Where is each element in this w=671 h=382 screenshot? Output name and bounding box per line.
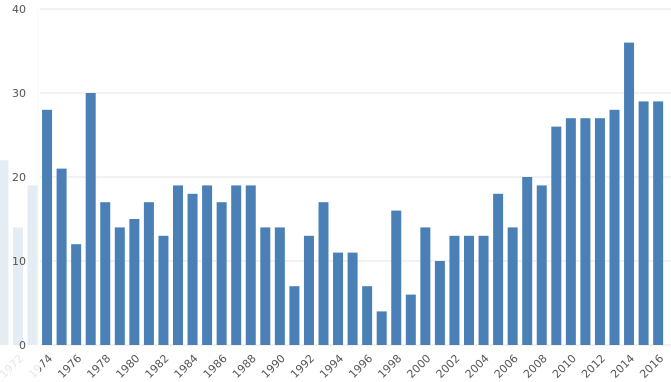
bar	[318, 202, 329, 345]
y-tick-label: 0	[19, 339, 26, 352]
x-tick-label: 1988	[230, 352, 259, 381]
bar	[405, 294, 416, 345]
bar	[565, 118, 576, 345]
bar	[507, 227, 518, 345]
bar	[434, 261, 445, 345]
bar	[391, 210, 402, 345]
x-tick-label: 1996	[346, 352, 375, 381]
y-tick-label: 20	[12, 171, 26, 184]
x-tick-label: 2006	[492, 352, 521, 381]
bar	[536, 185, 547, 345]
bar	[449, 235, 460, 345]
bar	[333, 252, 344, 345]
bar	[464, 235, 474, 345]
x-tick-label: 2000	[404, 352, 433, 381]
x-tick-label: 1982	[143, 352, 172, 381]
x-tick-label: 2016	[637, 352, 666, 381]
bar	[173, 185, 183, 345]
x-tick-label: 1976	[55, 352, 84, 381]
bar	[202, 185, 213, 345]
bar	[274, 227, 285, 345]
x-tick-label: 2010	[550, 352, 579, 381]
bar	[362, 286, 373, 345]
bar	[42, 109, 53, 345]
bar	[493, 193, 504, 345]
bar	[653, 101, 664, 346]
bar	[594, 118, 605, 345]
bar	[187, 193, 198, 345]
bar	[143, 202, 154, 345]
y-tick-label: 30	[12, 87, 26, 100]
x-tick-label: 1990	[259, 352, 288, 381]
x-tick-label: 1994	[317, 352, 346, 381]
bar	[71, 244, 82, 345]
bar	[478, 235, 489, 345]
x-tick-label: 2004	[463, 352, 492, 381]
x-tick-label: 1998	[375, 352, 404, 381]
x-tick-label: 2012	[579, 352, 608, 381]
bar	[420, 227, 431, 345]
bar	[245, 185, 256, 345]
bar	[289, 286, 300, 345]
x-tick-label: 1980	[113, 352, 142, 381]
bar	[376, 311, 387, 345]
bar	[85, 93, 96, 345]
bar	[260, 227, 271, 345]
y-tick-label: 40	[12, 3, 26, 16]
bar	[609, 109, 620, 345]
bar	[100, 202, 111, 345]
x-tick-label: 2014	[608, 352, 637, 381]
bar	[551, 126, 562, 345]
bar	[580, 118, 591, 345]
bar	[129, 219, 140, 345]
bar	[303, 235, 314, 345]
bar	[522, 177, 533, 345]
bar	[638, 101, 649, 346]
bar	[114, 227, 125, 345]
x-tick-label: 2002	[434, 352, 463, 381]
bar	[231, 185, 242, 345]
bar	[347, 252, 358, 345]
x-tick-label: 2008	[521, 352, 550, 381]
x-tick-label: 1992	[288, 352, 317, 381]
bar	[624, 42, 635, 345]
bar	[56, 168, 67, 345]
fade-overlay	[0, 0, 40, 382]
bar	[158, 235, 169, 345]
x-tick-label: 1984	[172, 352, 201, 381]
bar	[216, 202, 227, 345]
y-tick-label: 10	[12, 255, 26, 268]
x-tick-label: 1978	[84, 352, 113, 381]
x-tick-label: 1986	[201, 352, 230, 381]
